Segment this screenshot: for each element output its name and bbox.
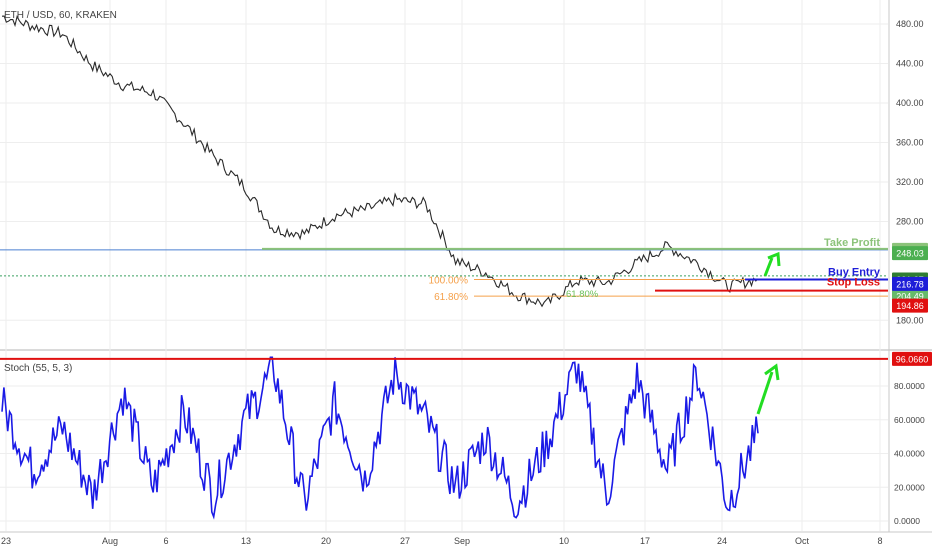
- price-badge-label: 216.78: [896, 279, 924, 289]
- price-tick-label: 440.00: [896, 59, 924, 69]
- inner-fib-label: 61.80%: [566, 289, 599, 300]
- time-axis-label: 24: [717, 536, 727, 546]
- time-axis-label: 23: [1, 536, 11, 546]
- price-tick-label: 280.00: [896, 217, 924, 227]
- time-axis-label: Aug: [102, 536, 118, 546]
- price-badge-label: 248.03: [896, 249, 924, 259]
- stoch-badge-label: 96.0660: [896, 354, 929, 364]
- time-axis-label: 20: [321, 536, 331, 546]
- price-tick-label: 180.00: [896, 315, 924, 325]
- time-axis-label: 13: [241, 536, 251, 546]
- time-axis-label: 10: [559, 536, 569, 546]
- price-series-line: [1, 14, 759, 308]
- fib-level-label: 61.80%: [434, 292, 468, 303]
- stoch-tick-label: 0.0000: [894, 516, 920, 526]
- symbol-title: ETH / USD, 60, KRAKEN: [4, 10, 117, 21]
- time-axis-label: 6: [163, 536, 168, 546]
- stoch-title: Stoch (55, 5, 3): [4, 363, 72, 374]
- fib-level-label: 100.00%: [429, 275, 469, 286]
- price-badge-bg: [892, 298, 928, 313]
- take-profit-label: Take Profit: [824, 237, 880, 249]
- axis-layer: 23 Aug 6 13 20 27 Sep 10 17 24 Oct 8 480.00 440.00 400…: [1, 19, 932, 546]
- stoch-tick-label: 40.0000: [894, 449, 925, 459]
- stoch-tick-label: 60.0000: [894, 415, 925, 425]
- buy-entry-label: Buy Entry: [828, 266, 881, 278]
- price-arrow-shaft: [763, 257, 774, 277]
- stoch-tick-label: 80.0000: [894, 381, 925, 391]
- time-axis-label: Sep: [454, 536, 470, 546]
- line-layer: [1, 14, 759, 520]
- stoch-badge-bg: [892, 351, 932, 366]
- price-badge-bg: [892, 276, 928, 291]
- price-badge-bg: [892, 246, 928, 261]
- price-tick-label: 480.00: [896, 19, 924, 29]
- stoch-arrow-head: [764, 363, 780, 381]
- time-axis-label: 17: [640, 536, 650, 546]
- stoch-arrow-shaft: [756, 371, 774, 415]
- price-badge-label: 194.86: [896, 301, 924, 311]
- time-axis-label: Oct: [795, 536, 810, 546]
- stoch-tick-label: 20.0000: [894, 482, 925, 492]
- grid-layer: [0, 0, 932, 533]
- price-arrow-head: [767, 251, 781, 267]
- price-tick-label: 320.00: [896, 177, 924, 187]
- time-axis-label: 8: [877, 536, 882, 546]
- price-tick-label: 360.00: [896, 138, 924, 148]
- price-tick-label: 400.00: [896, 98, 924, 108]
- price-badge-label: 204.49: [896, 292, 924, 302]
- stop-loss-label: Stop Loss: [827, 277, 880, 289]
- time-axis-label: 27: [400, 536, 410, 546]
- stoch-series-line: [1, 356, 759, 520]
